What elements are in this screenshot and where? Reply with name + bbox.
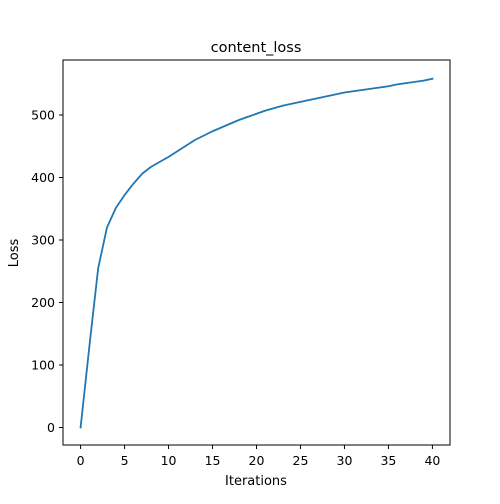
x-tick-label: 0	[77, 453, 85, 468]
x-tick-label: 20	[249, 453, 265, 468]
x-tick-label: 10	[161, 453, 177, 468]
y-axis: 0 100 200 300 400 500	[31, 108, 63, 435]
y-tick-label: 500	[31, 108, 55, 123]
x-tick-label: 15	[205, 453, 221, 468]
y-tick-label: 0	[47, 420, 55, 435]
chart-title: content_loss	[211, 40, 302, 56]
y-tick-label: 100	[31, 358, 55, 373]
y-tick-label: 400	[31, 170, 55, 185]
x-tick-label: 40	[424, 453, 440, 468]
series-line-0	[79, 77, 434, 429]
x-tick-label: 25	[293, 453, 309, 468]
y-axis-label: Loss	[7, 239, 22, 268]
x-axis-label: Iterations	[225, 474, 287, 489]
y-tick-label: 200	[31, 295, 55, 310]
x-tick-label: 35	[380, 453, 396, 468]
x-tick-label: 5	[121, 453, 129, 468]
x-tick-label: 30	[337, 453, 353, 468]
x-axis: 0 5 10 15 20 25 30 35 40	[77, 445, 440, 468]
y-tick-label: 300	[31, 233, 55, 248]
